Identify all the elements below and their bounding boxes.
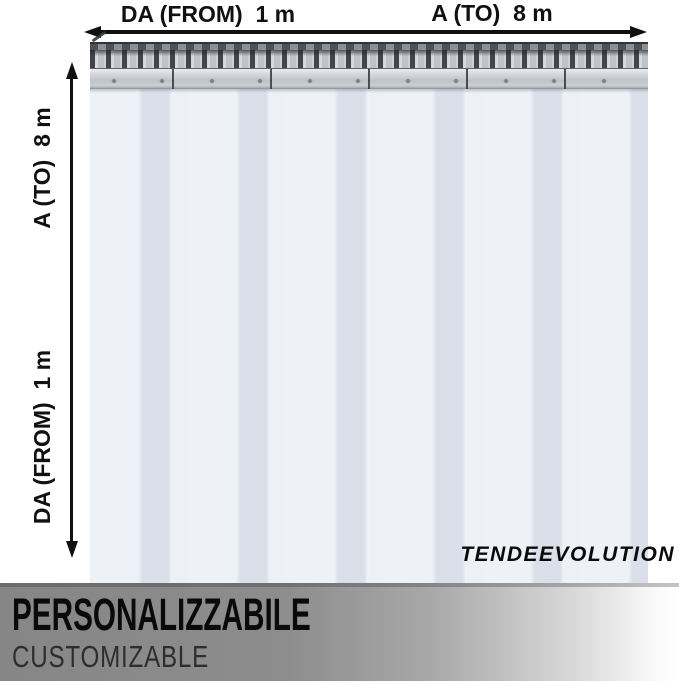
arrow-shaft xyxy=(69,79,74,541)
arrow-down-head-icon xyxy=(65,541,78,558)
banner-title: PERSONALIZZABILE xyxy=(12,589,311,640)
arrow-left-head-icon xyxy=(84,25,101,38)
clamp-plates xyxy=(90,68,648,89)
customizable-banner: PERSONALIZZABILE CUSTOMIZABLE xyxy=(0,583,679,681)
mounting-rail xyxy=(90,42,648,50)
height-to-label: A (TO) 8 m xyxy=(29,107,55,229)
width-dimension-arrow xyxy=(84,25,647,38)
banner-subtitle: CUSTOMIZABLE xyxy=(12,639,210,674)
rail-shadow xyxy=(90,89,648,93)
width-from-label: DA (FROM) 1 m xyxy=(120,1,296,27)
height-from-label: DA (FROM) 1 m xyxy=(29,349,55,525)
brand-logo: TENDEEVOLUTION xyxy=(460,543,675,566)
width-to-label: A (TO) 8 m xyxy=(431,0,553,26)
arrow-shaft xyxy=(101,29,630,34)
arrow-up-head-icon xyxy=(65,62,78,79)
strip-curtain-image xyxy=(90,30,648,583)
rail-hooks xyxy=(90,50,648,68)
height-dimension-arrow xyxy=(65,62,78,558)
pvc-strips xyxy=(90,89,648,583)
arrow-right-head-icon xyxy=(630,25,647,38)
